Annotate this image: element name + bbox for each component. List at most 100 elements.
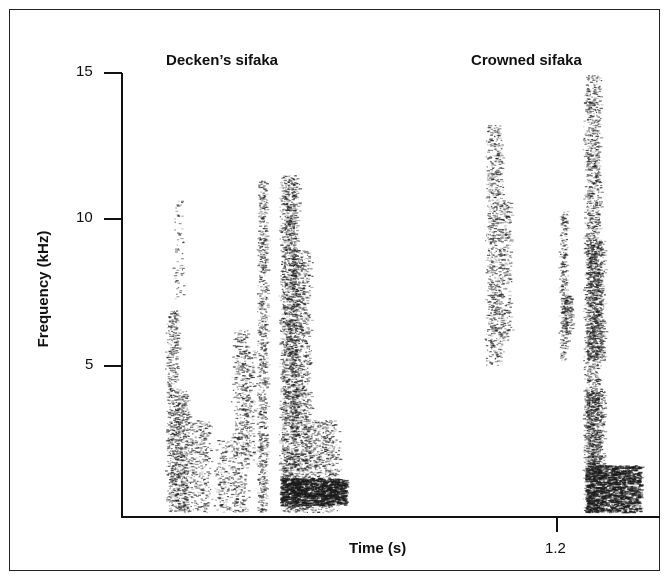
energy-speck (184, 466, 186, 468)
energy-speck (170, 470, 174, 472)
energy-speck (280, 377, 282, 379)
energy-speck (264, 480, 267, 483)
energy-speck (181, 419, 183, 421)
energy-speck (288, 286, 292, 288)
energy-speck (169, 369, 174, 371)
energy-speck (290, 457, 294, 459)
energy-speck (259, 295, 262, 297)
energy-speck (264, 327, 267, 329)
energy-speck (293, 441, 296, 443)
energy-speck (264, 416, 267, 418)
energy-speck (295, 399, 297, 401)
energy-speck (261, 244, 263, 246)
energy-speck (284, 246, 287, 248)
energy-speck (279, 455, 281, 457)
energy-speck (230, 482, 232, 485)
energy-speck (175, 473, 179, 475)
energy-speck (246, 385, 249, 387)
energy-speck (264, 237, 267, 240)
energy-speck (291, 349, 294, 351)
energy-speck (285, 301, 288, 303)
energy-speck (240, 405, 243, 407)
energy-speck (248, 398, 251, 400)
energy-speck (260, 488, 263, 490)
energy-speck (291, 295, 294, 297)
energy-speck (202, 458, 204, 460)
energy-speck (211, 498, 214, 500)
energy-speck (186, 470, 190, 472)
energy-speck (295, 362, 297, 364)
energy-speck (286, 331, 290, 333)
energy-speck (222, 451, 226, 453)
energy-speck (262, 466, 265, 468)
energy-speck (265, 228, 269, 230)
energy-speck (201, 423, 204, 425)
energy-speck (173, 328, 176, 331)
energy-speck (288, 392, 292, 394)
energy-speck (242, 365, 245, 367)
energy-speck (265, 461, 268, 463)
energy-speck (188, 509, 190, 511)
energy-speck (295, 353, 298, 355)
energy-speck (259, 233, 261, 235)
energy-speck (187, 503, 190, 506)
energy-speck (256, 422, 260, 424)
energy-speck (285, 193, 288, 195)
energy-speck (281, 177, 283, 179)
energy-speck (264, 365, 267, 367)
energy-speck (263, 398, 267, 401)
energy-speck (167, 399, 171, 401)
energy-speck (289, 504, 291, 506)
energy-speck (194, 440, 198, 442)
energy-speck (192, 424, 195, 426)
energy-speck (183, 285, 186, 287)
energy-speck (290, 279, 293, 281)
energy-speck (245, 342, 247, 344)
energy-speck (174, 468, 179, 470)
energy-speck (289, 325, 291, 327)
energy-speck (259, 414, 261, 416)
energy-speck (202, 467, 204, 469)
energy-speck (235, 470, 238, 472)
energy-speck (257, 446, 261, 448)
energy-speck (199, 442, 202, 444)
energy-speck (266, 386, 269, 388)
energy-speck (173, 435, 177, 437)
energy-speck (233, 471, 236, 474)
energy-speck (196, 420, 200, 422)
energy-speck (203, 503, 207, 505)
energy-speck (176, 442, 180, 444)
energy-speck (216, 489, 220, 491)
energy-speck (265, 412, 267, 414)
energy-speck (297, 373, 300, 375)
energy-speck (264, 256, 266, 258)
energy-speck (168, 326, 170, 328)
energy-speck (290, 390, 292, 392)
energy-speck (294, 244, 297, 246)
energy-speck (263, 342, 267, 344)
energy-speck (172, 389, 176, 391)
energy-speck (179, 452, 183, 454)
energy-speck (282, 415, 285, 417)
energy-speck (261, 444, 264, 446)
energy-speck (224, 492, 226, 494)
energy-speck (292, 412, 294, 414)
energy-speck (222, 461, 224, 463)
energy-speck (241, 422, 244, 424)
energy-speck (290, 181, 293, 183)
energy-speck (251, 376, 255, 379)
energy-speck (294, 278, 296, 280)
energy-speck (293, 340, 296, 342)
energy-speck (237, 361, 239, 363)
energy-speck (258, 384, 260, 386)
energy-speck (260, 316, 264, 318)
energy-speck (294, 322, 296, 324)
energy-speck (291, 424, 294, 426)
energy-speck (218, 493, 222, 496)
energy-speck (282, 247, 285, 249)
energy-speck (292, 301, 294, 303)
energy-speck (293, 465, 297, 467)
energy-speck (261, 308, 265, 310)
energy-speck (244, 508, 247, 510)
energy-speck (282, 342, 284, 344)
